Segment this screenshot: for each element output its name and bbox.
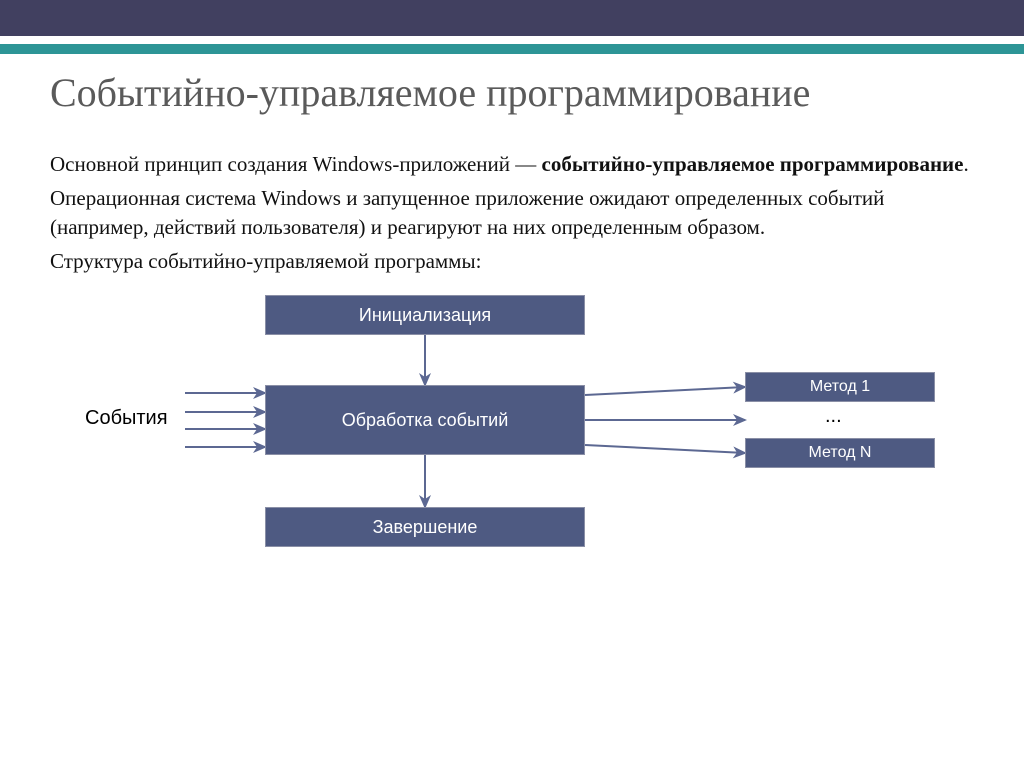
page-title: Событийно-управляемое программирование (50, 70, 974, 116)
topbar-bar2 (0, 44, 1024, 54)
page: Событийно-управляемое программирование О… (50, 70, 974, 748)
paragraph-3: Структура событийно-управляемой программ… (50, 247, 974, 275)
topbar (0, 0, 1024, 54)
paragraph-1-bold: событийно-управляемое программирование (542, 152, 964, 176)
node-init: Инициализация (265, 295, 585, 335)
paragraph-1-after: . (963, 152, 968, 176)
body-text: Основной принцип создания Windows-прилож… (50, 150, 974, 275)
events-label: События (85, 407, 168, 430)
node-mN: Метод N (745, 438, 935, 468)
topbar-bar1 (0, 0, 1024, 36)
node-process: Обработка событий (265, 385, 585, 455)
paragraph-1: Основной принцип создания Windows-прилож… (50, 150, 974, 178)
paragraph-1-before: Основной принцип создания Windows-прилож… (50, 152, 542, 176)
flowchart: События ... Инициализация Обработка событ… (50, 285, 970, 585)
topbar-gap (0, 36, 1024, 44)
node-m1: Метод 1 (745, 372, 935, 402)
methods-ellipsis: ... (825, 405, 842, 428)
paragraph-2: Операционная система Windows и запущенно… (50, 184, 974, 241)
node-end: Завершение (265, 507, 585, 547)
